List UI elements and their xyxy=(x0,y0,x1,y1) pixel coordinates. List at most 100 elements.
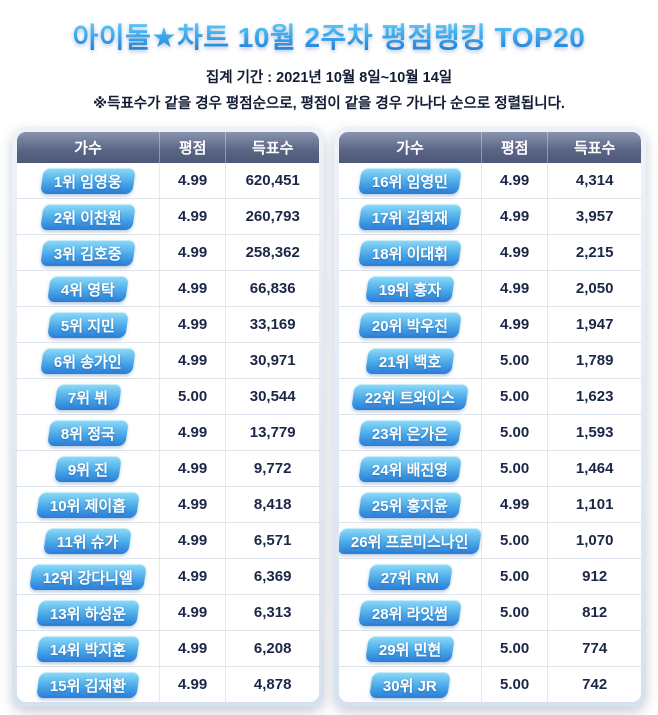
table-row: 1위 임영웅 4.99 620,451 xyxy=(17,163,319,198)
artist-badge: 5위 지민 xyxy=(47,311,129,338)
table-row: 24위 배진영 5.00 1,464 xyxy=(339,450,641,486)
artist-badge: 29위 민현 xyxy=(365,635,455,662)
artist-name: 2위 이찬원 xyxy=(54,209,122,226)
ranking-table-1: 가수 평점 득표수 1위 임영웅 4.99 620,451 2위 이찬원 4.9… xyxy=(12,127,324,707)
artist-cell: 22위 트와이스 xyxy=(339,379,481,414)
artist-cell: 11위 슈가 xyxy=(17,523,159,558)
artist-name: 27위 RM xyxy=(380,569,439,586)
artist-badge: 15위 김재환 xyxy=(36,671,140,698)
artist-badge: 27위 RM xyxy=(367,563,453,590)
artist-cell: 27위 RM xyxy=(339,559,481,594)
artist-badge: 10위 제이홉 xyxy=(36,491,140,518)
artist-name: 22위 트와이스 xyxy=(365,389,455,406)
votes-value: 1,101 xyxy=(547,487,641,522)
artist-name: 3위 김호중 xyxy=(54,245,122,262)
table-row: 30위 JR 5.00 742 xyxy=(339,666,641,702)
votes-value: 812 xyxy=(547,595,641,630)
table-row: 28위 라잇썸 5.00 812 xyxy=(339,594,641,630)
artist-name: 21위 백호 xyxy=(378,353,442,370)
votes-value: 66,836 xyxy=(225,271,319,306)
artist-name: 20위 박우진 xyxy=(371,317,448,334)
artist-cell: 17위 김희재 xyxy=(339,199,481,234)
rating-value: 5.00 xyxy=(480,451,547,486)
artist-name: 19위 홍자 xyxy=(378,281,442,298)
table-row: 11위 슈가 4.99 6,571 xyxy=(17,522,319,558)
artist-cell: 4위 영탁 xyxy=(17,271,159,306)
artist-cell: 7위 뷔 xyxy=(17,379,159,414)
rating-value: 5.00 xyxy=(480,379,547,414)
table-row: 13위 하성운 4.99 6,313 xyxy=(17,594,319,630)
rating-value: 5.00 xyxy=(158,379,225,414)
artist-cell: 30위 JR xyxy=(339,667,481,702)
artist-cell: 28위 라잇썸 xyxy=(339,595,481,630)
artist-name: 12위 강다니엘 xyxy=(43,569,133,586)
tables-container: 가수 평점 득표수 1위 임영웅 4.99 620,451 2위 이찬원 4.9… xyxy=(12,127,646,707)
rating-value: 4.99 xyxy=(158,559,225,594)
table-row: 4위 영탁 4.99 66,836 xyxy=(17,270,319,306)
artist-badge: 2위 이찬원 xyxy=(40,203,136,230)
rating-value: 4.99 xyxy=(158,667,225,702)
table-row: 6위 송가인 4.99 30,971 xyxy=(17,342,319,378)
artist-badge: 26위 프로미스나인 xyxy=(339,527,483,554)
sort-note: ※득표수가 같을 경우 평점순으로, 평점이 같을 경우 가나다 순으로 정렬됩… xyxy=(93,96,565,112)
table-row: 16위 임영민 4.99 4,314 xyxy=(339,163,641,198)
artist-name: 29위 민현 xyxy=(378,641,442,658)
artist-cell: 10위 제이홉 xyxy=(17,487,159,522)
artist-badge: 11위 슈가 xyxy=(43,527,133,554)
table-row: 17위 김희재 4.99 3,957 xyxy=(339,198,641,234)
votes-value: 6,208 xyxy=(225,631,319,666)
artist-name: 15위 김재환 xyxy=(49,677,126,694)
rating-value: 4.99 xyxy=(158,451,225,486)
artist-cell: 5위 지민 xyxy=(17,307,159,342)
artist-name: 28위 라잇썸 xyxy=(371,605,448,622)
rating-value: 4.99 xyxy=(158,415,225,450)
artist-badge: 7위 뷔 xyxy=(54,383,122,410)
artist-cell: 15위 김재환 xyxy=(17,667,159,702)
table-row: 10위 제이홉 4.99 8,418 xyxy=(17,486,319,522)
artist-name: 23위 은가은 xyxy=(371,425,448,442)
table-row: 5위 지민 4.99 33,169 xyxy=(17,306,319,342)
artist-cell: 16위 임영민 xyxy=(339,163,481,198)
artist-name: 25위 홍지윤 xyxy=(371,497,448,514)
table-row: 20위 박우진 4.99 1,947 xyxy=(339,306,641,342)
rating-value: 4.99 xyxy=(480,271,547,306)
votes-value: 6,313 xyxy=(225,595,319,630)
artist-cell: 3위 김호중 xyxy=(17,235,159,270)
table-row: 29위 민현 5.00 774 xyxy=(339,630,641,666)
artist-name: 13위 하성운 xyxy=(49,605,126,622)
artist-name: 16위 임영민 xyxy=(371,173,448,190)
votes-value: 4,878 xyxy=(225,667,319,702)
artist-badge: 18위 이대휘 xyxy=(358,239,462,266)
artist-badge: 22위 트와이스 xyxy=(351,383,469,410)
artist-badge: 14위 박지훈 xyxy=(36,635,140,662)
table-row: 2위 이찬원 4.99 260,793 xyxy=(17,198,319,234)
votes-value: 1,464 xyxy=(547,451,641,486)
artist-cell: 2위 이찬원 xyxy=(17,199,159,234)
table-row: 14위 박지훈 4.99 6,208 xyxy=(17,630,319,666)
artist-badge: 3위 김호중 xyxy=(40,239,136,266)
artist-cell: 21위 백호 xyxy=(339,343,481,378)
column-header-artist: 가수 xyxy=(74,140,102,157)
votes-value: 6,369 xyxy=(225,559,319,594)
votes-value: 912 xyxy=(547,559,641,594)
votes-value: 13,779 xyxy=(225,415,319,450)
page-title: 아이돌★차트 10월 2주차 평점랭킹 TOP20 xyxy=(73,16,586,56)
votes-value: 774 xyxy=(547,631,641,666)
votes-value: 742 xyxy=(547,667,641,702)
artist-cell: 8위 정국 xyxy=(17,415,159,450)
artist-name: 8위 정국 xyxy=(61,425,115,442)
artist-name: 9위 진 xyxy=(67,461,109,478)
table-row: 19위 홍자 4.99 2,050 xyxy=(339,270,641,306)
artist-cell: 9위 진 xyxy=(17,451,159,486)
table-row: 9위 진 4.99 9,772 xyxy=(17,450,319,486)
artist-badge: 17위 김희재 xyxy=(358,203,462,230)
votes-value: 2,050 xyxy=(547,271,641,306)
table-row: 23위 은가은 5.00 1,593 xyxy=(339,414,641,450)
table-row: 25위 홍지윤 4.99 1,101 xyxy=(339,486,641,522)
artist-name: 24위 배진영 xyxy=(371,461,448,478)
column-header-rating: 평점 xyxy=(158,132,225,163)
votes-value: 1,789 xyxy=(547,343,641,378)
column-header-artist: 가수 xyxy=(396,140,424,157)
rating-value: 4.99 xyxy=(158,163,225,198)
